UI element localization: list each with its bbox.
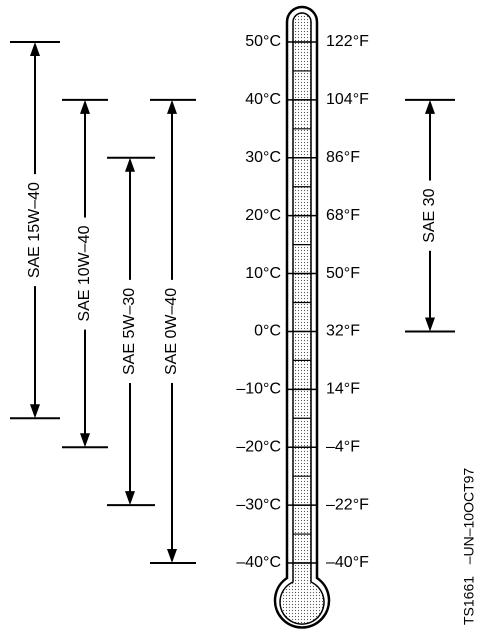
- arrowhead: [425, 100, 435, 114]
- fahrenheit-label: 86°F: [326, 149, 360, 166]
- oil-label: SAE 0W–40: [163, 288, 180, 375]
- viscosity-diagram: TS1661 –UN–10OCT97 50°C 122°F 40°C 104°F 30°…: [0, 0, 481, 636]
- fahrenheit-label: 14°F: [326, 381, 360, 398]
- fahrenheit-label: –40°F: [326, 554, 369, 571]
- celsius-label: –20°C: [236, 438, 281, 455]
- celsius-label: 0°C: [254, 323, 281, 340]
- celsius-label: 50°C: [245, 33, 281, 50]
- fahrenheit-label: 68°F: [326, 207, 360, 224]
- celsius-label: 40°C: [245, 91, 281, 108]
- oil-label: SAE 15W–40: [26, 182, 43, 278]
- arrowhead: [125, 491, 135, 505]
- arrowhead: [30, 42, 40, 56]
- arrowhead: [425, 317, 435, 331]
- arrowhead: [167, 549, 177, 563]
- arrowhead: [167, 100, 177, 114]
- celsius-label: 30°C: [245, 149, 281, 166]
- arrowhead: [30, 404, 40, 418]
- fahrenheit-label: 122°F: [326, 33, 369, 50]
- oil-label: SAE 5W–30: [121, 288, 138, 375]
- celsius-label: 20°C: [245, 207, 281, 224]
- fahrenheit-label: 50°F: [326, 265, 360, 282]
- celsius-label: –40°C: [236, 554, 281, 571]
- fahrenheit-label: 32°F: [326, 323, 360, 340]
- fahrenheit-label: –4°F: [326, 438, 360, 455]
- oil-label: SAE 30: [421, 188, 438, 242]
- fahrenheit-label: 104°F: [326, 91, 369, 108]
- celsius-label: –30°C: [236, 496, 281, 513]
- celsius-label: –10°C: [236, 381, 281, 398]
- celsius-label: 10°C: [245, 265, 281, 282]
- oil-label: SAE 10W–40: [76, 225, 93, 321]
- arrowhead: [80, 433, 90, 447]
- footnote: TS1661 –UN–10OCT97: [461, 468, 477, 625]
- arrowhead: [80, 100, 90, 114]
- fahrenheit-label: –22°F: [326, 496, 369, 513]
- arrowhead: [125, 158, 135, 172]
